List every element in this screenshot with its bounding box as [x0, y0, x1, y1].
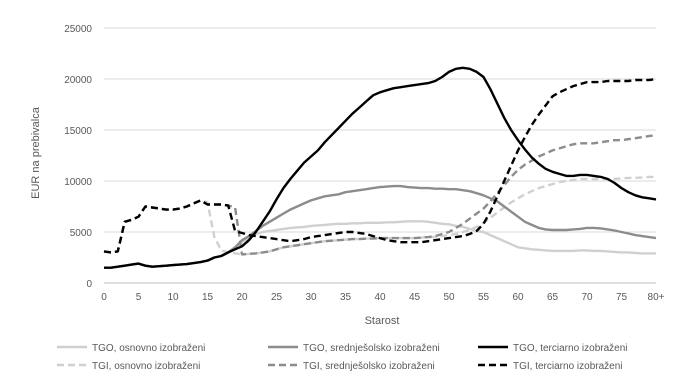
x-axis-label: Starost [365, 315, 400, 327]
y-tick-label: 20000 [64, 75, 92, 86]
x-tick-label: 20 [236, 292, 248, 303]
series-line-6 [103, 77, 657, 254]
legend-label: TGI, osnovno izobraženi [92, 361, 200, 372]
legend-label: TGO, srednješolsko izobraženi [303, 343, 440, 354]
y-tick-label: 25000 [64, 24, 92, 35]
x-tick-label: 35 [340, 292, 352, 303]
x-tick-labels: 0 5 10 15 20 25 30 35 40 45 50 55 60 65 70 75 80+ [101, 292, 664, 303]
y-tick-label: 5000 [70, 228, 93, 239]
x-tick-label: 55 [478, 292, 490, 303]
x-tick-label: 80+ [648, 292, 665, 303]
legend-label: TGO, osnovno izobraženi [92, 343, 205, 354]
y-axis-label: EUR na prebivalca [30, 106, 42, 199]
series-line-4 [103, 175, 656, 256]
x-tick-label: 70 [581, 292, 593, 303]
legend-label: TGO, terciarno izobraženi [513, 343, 628, 354]
y-tick-label: 10000 [64, 177, 92, 188]
series-line-2 [104, 184, 657, 269]
gridlines [104, 27, 656, 233]
x-tick-label: 30 [305, 292, 317, 303]
y-tick-label: 0 [86, 279, 92, 290]
legend: TGO, osnovno izobraženi TGO, srednješolsk… [57, 343, 628, 372]
x-tick-label: 5 [136, 292, 142, 303]
x-tick-label: 15 [202, 292, 214, 303]
series-line-3 [104, 66, 657, 269]
x-tick-label: 40 [374, 292, 386, 303]
x-tick-label: 10 [167, 292, 179, 303]
x-tick-label: 50 [443, 292, 455, 303]
x-tick-label: 60 [512, 292, 524, 303]
x-tick-label: 75 [616, 292, 628, 303]
series-line-5 [103, 133, 657, 256]
x-tick-label: 45 [409, 292, 421, 303]
legend-label: TGI, terciarno izobraženi [513, 361, 623, 372]
x-tick-label: 65 [547, 292, 559, 303]
legend-label: TGI, srednješolsko izobraženi [303, 361, 435, 372]
y-tick-label: 15000 [64, 126, 92, 137]
y-tick-labels: 0 5000 10000 15000 20000 25000 [64, 24, 92, 290]
x-tick-label: 0 [101, 292, 107, 303]
x-tick-label: 25 [271, 292, 283, 303]
series-lines [103, 66, 657, 269]
